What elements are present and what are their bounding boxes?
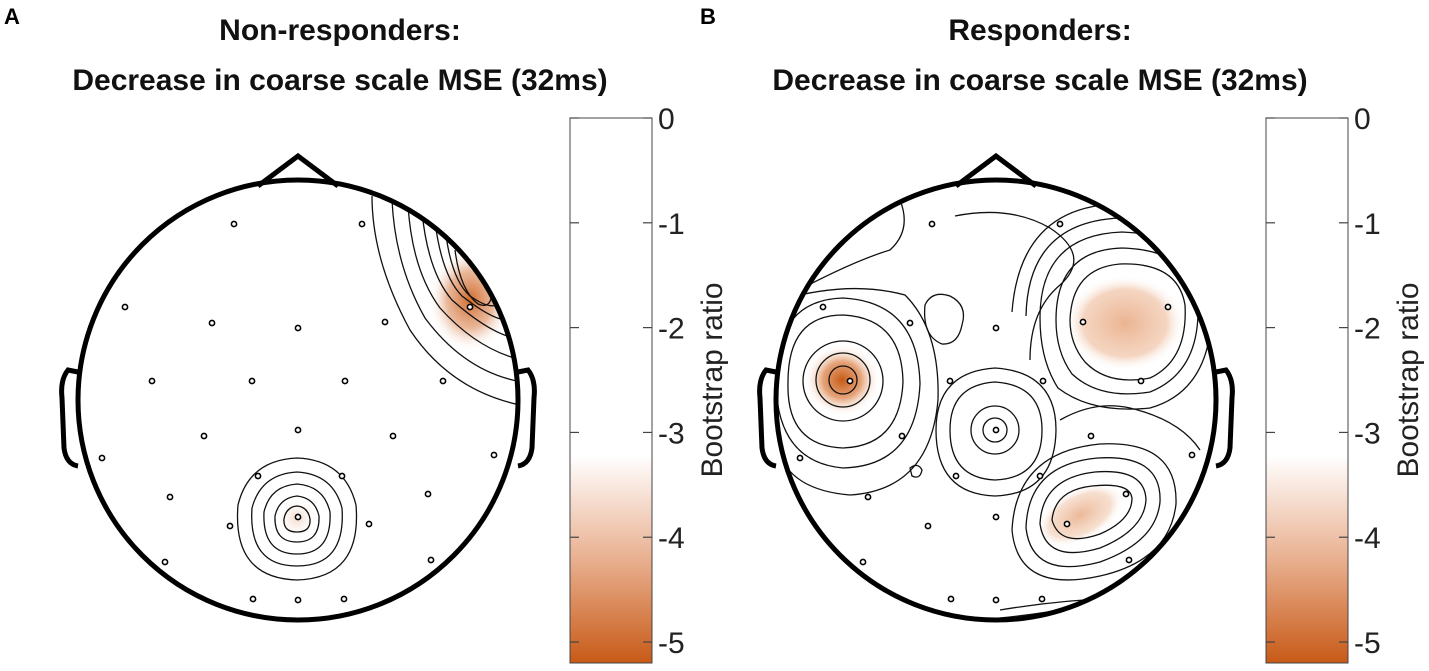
electrode-marker bbox=[427, 556, 435, 564]
electrode-marker bbox=[1137, 377, 1145, 385]
colorbar-tick-label: -4 bbox=[658, 522, 685, 555]
title-line-2: Decrease in coarse scale MSE (32ms) bbox=[72, 64, 608, 97]
electrode-marker bbox=[121, 303, 129, 311]
colorbar-b bbox=[1265, 117, 1349, 664]
electrode-marker bbox=[208, 319, 216, 327]
electrode-marker bbox=[226, 522, 234, 530]
electrode-marker bbox=[254, 472, 262, 480]
electrode-marker bbox=[466, 303, 474, 311]
colorbar-tick-label: -3 bbox=[658, 417, 685, 450]
electrode-marker bbox=[1188, 451, 1196, 459]
colorbar-tick-label: -1 bbox=[1354, 208, 1381, 241]
title-line-1: Responders: bbox=[948, 14, 1132, 47]
contours-b bbox=[776, 199, 1216, 619]
electrodes-a bbox=[98, 220, 498, 604]
electrode-marker bbox=[294, 426, 302, 434]
colorbar-tick-label: -5 bbox=[1354, 627, 1381, 660]
electrode-marker bbox=[294, 513, 302, 521]
contours-right-frontal bbox=[371, 195, 518, 406]
panel-letter: A bbox=[4, 4, 20, 29]
colorbar-ticks-b: 0 -1 -2 -3 -4 -5 bbox=[1266, 103, 1381, 660]
colorbar-label: Bootstrap ratio bbox=[696, 282, 729, 477]
electrode-marker bbox=[819, 303, 827, 311]
electrode-marker bbox=[952, 472, 960, 480]
colorbar-ticks-a: 0 -1 -2 -3 -4 -5 bbox=[570, 103, 685, 660]
electrode-marker bbox=[294, 596, 302, 604]
electrode-marker bbox=[1056, 220, 1064, 228]
electrode-marker bbox=[924, 522, 932, 530]
topoplot-b: 0 -1 -2 -3 -4 -5 Bootstrap ratio bbox=[757, 103, 1425, 664]
electrode-marker bbox=[1036, 472, 1044, 480]
right-ear bbox=[517, 367, 537, 469]
electrode-marker bbox=[340, 595, 348, 603]
electrode-marker bbox=[338, 472, 346, 480]
electrode-marker bbox=[98, 454, 106, 462]
electrode-marker bbox=[365, 520, 373, 528]
electrode-marker bbox=[928, 220, 936, 228]
electrode-marker bbox=[1038, 595, 1046, 603]
electrode-marker bbox=[992, 596, 1000, 604]
electrode-marker bbox=[248, 377, 256, 385]
colorbar-a bbox=[569, 117, 653, 664]
hotspot-right-parietal bbox=[1035, 482, 1125, 548]
electrode-marker bbox=[490, 451, 498, 459]
colorbar-tick-label: -1 bbox=[658, 208, 685, 241]
electrode-marker bbox=[161, 558, 169, 566]
electrode-marker bbox=[846, 377, 854, 385]
title-line-2: Decrease in coarse scale MSE (32ms) bbox=[772, 64, 1308, 97]
electrode-marker bbox=[796, 454, 804, 462]
left-ear bbox=[59, 367, 79, 469]
colorbar-tick-label: -5 bbox=[658, 627, 685, 660]
topoplot-a: 0 -1 -2 -3 -4 -5 Bootstrap ratio bbox=[59, 103, 729, 664]
electrode-marker bbox=[389, 432, 397, 440]
panel-a: A Non-responders: Decrease in coarse sca… bbox=[4, 4, 729, 664]
electrode-marker bbox=[424, 490, 432, 498]
electrode-marker bbox=[166, 493, 174, 501]
electrode-marker bbox=[992, 426, 1000, 434]
electrode-marker bbox=[898, 432, 906, 440]
electrode-marker bbox=[859, 558, 867, 566]
electrode-marker bbox=[864, 493, 872, 501]
electrode-marker bbox=[381, 318, 389, 326]
title-line-1: Non-responders: bbox=[219, 14, 461, 47]
panel-b: B Responders: Decrease in coarse scale M… bbox=[700, 0, 1429, 671]
electrode-marker bbox=[439, 377, 447, 385]
hotspot-right-frontal bbox=[1065, 275, 1185, 371]
colorbar-tick-label: -2 bbox=[658, 313, 685, 346]
electrode-marker bbox=[1039, 377, 1047, 385]
electrode-marker bbox=[200, 432, 208, 440]
nose bbox=[954, 152, 1038, 188]
electrode-marker bbox=[1079, 318, 1087, 326]
electrode-marker bbox=[249, 595, 257, 603]
electrode-marker bbox=[1063, 520, 1071, 528]
electrode-marker bbox=[947, 595, 955, 603]
colorbar-tick-label: -3 bbox=[1354, 417, 1381, 450]
electrode-marker bbox=[1125, 556, 1133, 564]
electrode-marker bbox=[294, 324, 302, 332]
electrode-marker bbox=[148, 377, 156, 385]
colorbar-tick-label: -4 bbox=[1354, 522, 1381, 555]
electrode-marker bbox=[230, 220, 238, 228]
head-outline bbox=[773, 177, 1219, 623]
electrode-marker bbox=[1122, 490, 1130, 498]
electrode-marker bbox=[341, 377, 349, 385]
left-ear bbox=[757, 367, 777, 469]
electrode-marker bbox=[992, 513, 1000, 521]
colorbar-tick-label: -2 bbox=[1354, 313, 1381, 346]
nose bbox=[256, 152, 340, 188]
colorbar-tick-label: 0 bbox=[1354, 103, 1371, 136]
colorbar-tick-label: 0 bbox=[658, 103, 675, 136]
colorbar-label: Bootstrap ratio bbox=[1392, 282, 1425, 477]
panel-letter: B bbox=[700, 4, 716, 29]
electrode-marker bbox=[1164, 303, 1172, 311]
right-ear bbox=[1215, 367, 1235, 469]
electrode-marker bbox=[992, 324, 1000, 332]
contours-occipital bbox=[236, 457, 358, 581]
electrodes-b bbox=[796, 220, 1196, 604]
head-outline bbox=[75, 177, 521, 623]
electrode-marker bbox=[358, 220, 366, 228]
electrode-marker bbox=[1087, 432, 1095, 440]
electrode-marker bbox=[906, 319, 914, 327]
electrode-marker bbox=[946, 377, 954, 385]
